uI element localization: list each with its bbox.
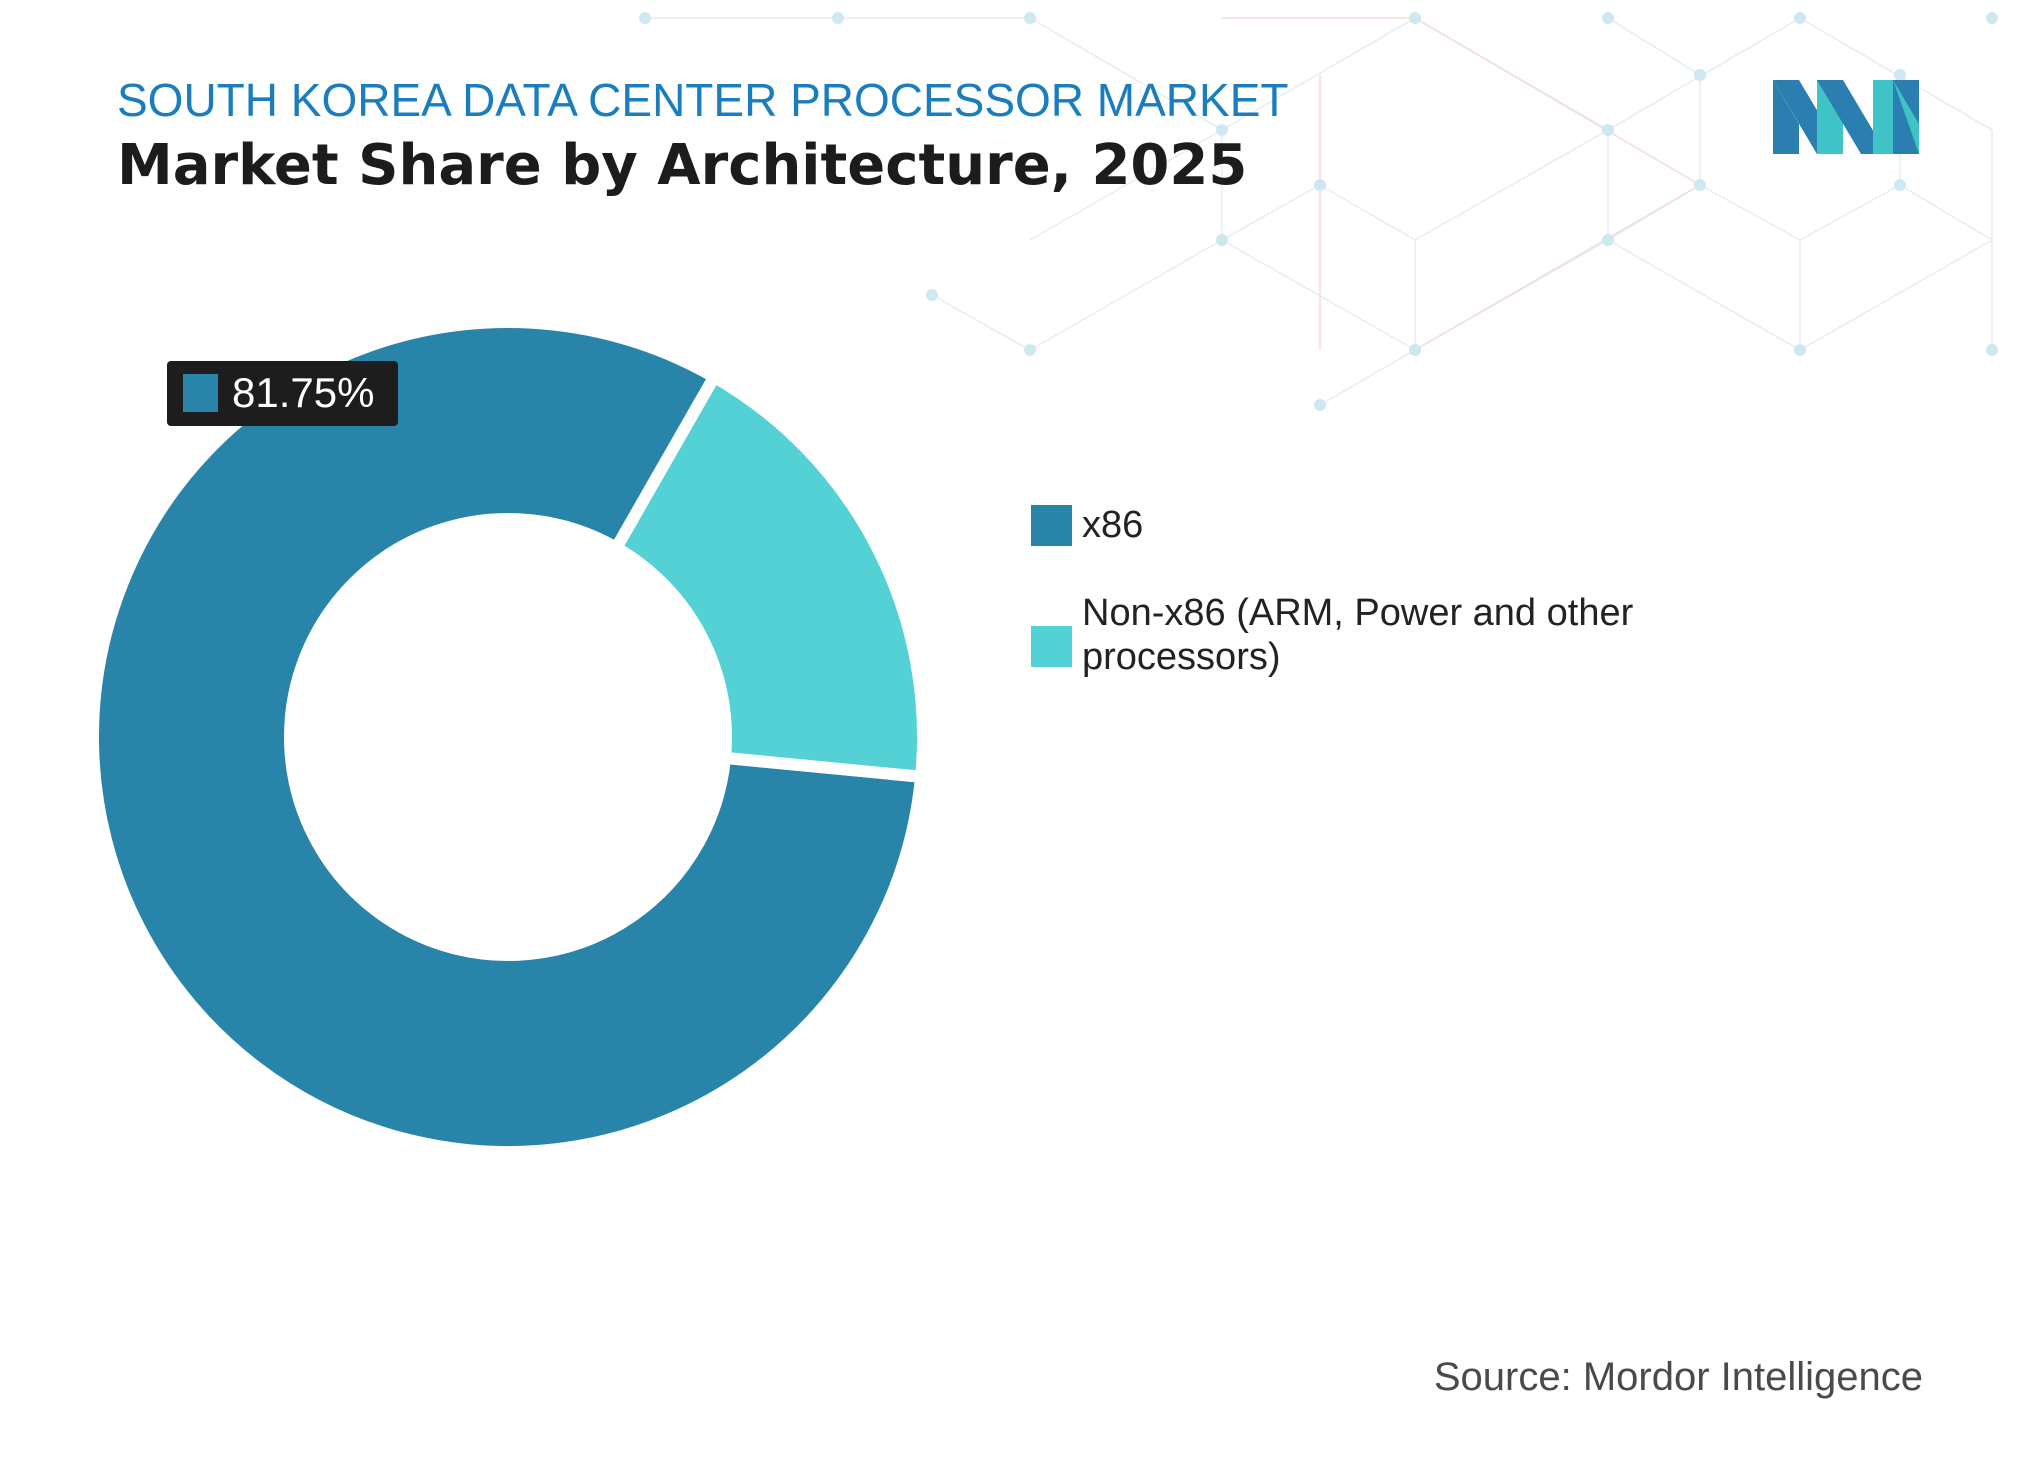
data-label-box [167, 361, 398, 426]
legend-swatch-x86 [1031, 505, 1072, 546]
chart-legend: x86 Non-x86 (ARM, Power and other proces… [1031, 495, 1711, 723]
donut-slice-non-x86 [608, 368, 929, 784]
legend-item-x86: x86 [1031, 495, 1711, 547]
donut-labels: 81.75% [167, 361, 398, 426]
chart-subtitle: SOUTH KOREA DATA CENTER PROCESSOR MARKET [117, 74, 1289, 126]
source-credit: Source: Mordor Intelligence [1433, 1355, 1923, 1399]
data-label-x86: 81.75% [167, 361, 398, 426]
legend-swatch-non-x86 [1031, 626, 1072, 667]
chart-title: Market Share by Architecture, 2025 [117, 133, 1248, 198]
donut-slice-x86 [87, 316, 928, 1158]
legend-label-non-x86: Non-x86 (ARM, Power and other processors… [1082, 592, 1634, 678]
data-label-swatch [183, 374, 218, 412]
legend-label-x86: x86 [1082, 504, 1144, 546]
mordor-intelligence-logo-icon [1773, 80, 1919, 154]
donut-slices [87, 316, 929, 1158]
legend-item-non-x86: Non-x86 (ARM, Power and other processors… [1031, 591, 1711, 679]
data-label-text: 81.75% [232, 369, 374, 416]
